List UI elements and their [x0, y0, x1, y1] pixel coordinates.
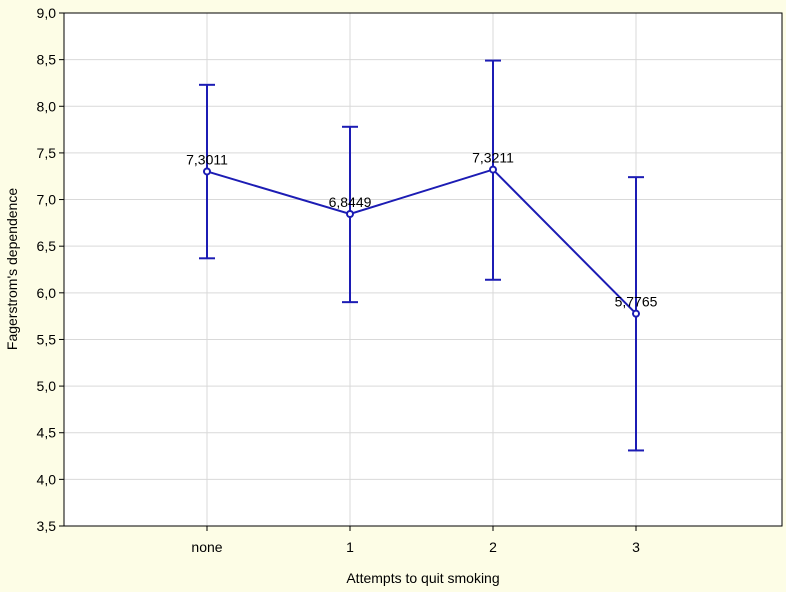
y-axis-ticks: 3,5 4,0 4,5 5,0 5,5 6,0 6,5 7,0 7,5 8,0 8,5 9,0 — [37, 5, 64, 534]
y-tick-label: 6,0 — [37, 285, 57, 301]
data-point — [203, 167, 211, 176]
y-tick-label: 7,5 — [37, 145, 57, 161]
x-axis-title: Attempts to quit smoking — [346, 570, 499, 586]
data-labels: 7,3011 6,8449 7,3211 5,7765 — [186, 150, 658, 310]
data-label: 5,7765 — [615, 294, 658, 310]
y-tick-label: 4,0 — [37, 471, 57, 487]
y-tick-label: 6,5 — [37, 238, 57, 254]
x-tick-label: 3 — [632, 539, 640, 555]
y-tick-label: 8,5 — [37, 52, 57, 68]
data-label: 7,3211 — [472, 150, 514, 166]
plot-frame — [63, 12, 783, 527]
data-label: 7,3011 — [186, 151, 228, 167]
series-line — [206, 168, 637, 315]
y-tick-label: 9,0 — [37, 5, 57, 21]
data-point — [632, 309, 640, 318]
x-axis-ticks: none 1 2 3 — [191, 526, 640, 555]
data-point — [489, 165, 497, 174]
y-tick-label: 3,5 — [37, 518, 57, 534]
y-tick-label: 5,5 — [37, 331, 57, 347]
y-tick-label: 4,5 — [37, 425, 57, 441]
plot-area — [64, 13, 782, 526]
y-tick-label: 8,0 — [37, 98, 57, 114]
y-tick-label: 5,0 — [37, 378, 57, 394]
y-tick-label: 7,0 — [37, 192, 57, 208]
y-axis-title: Fagerstrom's dependence — [4, 188, 20, 350]
x-tick-label: 2 — [489, 539, 497, 555]
data-label: 6,8449 — [329, 194, 372, 210]
data-points — [203, 165, 640, 318]
x-tick-label: none — [191, 539, 222, 555]
data-point — [346, 210, 354, 219]
x-tick-label: 1 — [346, 539, 354, 555]
